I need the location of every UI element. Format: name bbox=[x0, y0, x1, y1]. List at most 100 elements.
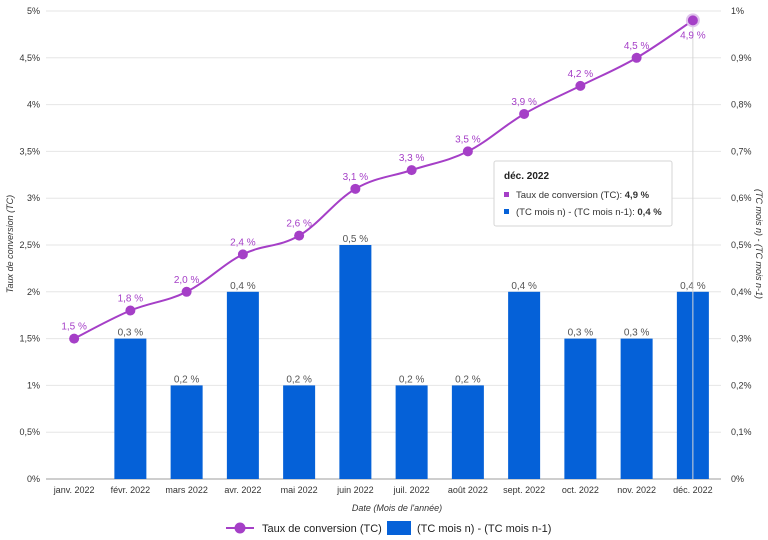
line-point bbox=[519, 108, 530, 119]
x-tick-label: août 2022 bbox=[448, 485, 488, 495]
x-tick-label: janv. 2022 bbox=[53, 485, 95, 495]
line-data-label: 4,9 % bbox=[680, 30, 706, 41]
left-tick-label: 1% bbox=[27, 380, 40, 390]
right-tick-label: 0,9% bbox=[731, 53, 752, 63]
bar bbox=[564, 338, 597, 479]
bar-data-label: 0,3 % bbox=[568, 328, 594, 339]
gridlines bbox=[46, 10, 721, 480]
right-tick-label: 0,8% bbox=[731, 100, 752, 110]
line-point bbox=[462, 146, 473, 157]
x-axis-title: Date (Mois de l'année) bbox=[352, 503, 442, 513]
line-data-label: 3,1 % bbox=[343, 172, 369, 183]
x-tick-label: oct. 2022 bbox=[562, 485, 599, 495]
bar bbox=[508, 291, 541, 479]
x-tick-label: mai 2022 bbox=[281, 485, 318, 495]
x-tick-label: mars 2022 bbox=[165, 485, 208, 495]
x-tick-label: sept. 2022 bbox=[503, 485, 545, 495]
left-tick-label: 1,5% bbox=[19, 334, 40, 344]
tooltip: déc. 2022 Taux de conversion (TC): 4,9 %… bbox=[493, 160, 673, 227]
line-data-label: 2,0 % bbox=[174, 275, 200, 286]
left-tick-label: 2% bbox=[27, 287, 40, 297]
bar bbox=[451, 385, 484, 479]
bar-data-label: 0,2 % bbox=[286, 374, 312, 385]
x-tick-label: juil. 2022 bbox=[393, 485, 430, 495]
left-tick-label: 0% bbox=[27, 474, 40, 484]
bar-data-label: 0,5 % bbox=[343, 234, 369, 245]
bar-data-label: 0,2 % bbox=[399, 374, 425, 385]
bar-data-label: 0,2 % bbox=[174, 374, 200, 385]
line-data-label: 1,8 % bbox=[118, 294, 144, 305]
bar bbox=[170, 385, 203, 479]
y-axis-title-left: Taux de conversion (TC) bbox=[5, 195, 15, 293]
bar-data-label: 0,4 % bbox=[230, 281, 256, 292]
bar bbox=[395, 385, 428, 479]
line-point bbox=[181, 286, 192, 297]
legend-line-label: Taux de conversion (TC) bbox=[262, 523, 382, 535]
bar-series: 0,3 % 0,2 % 0,4 % 0,2 % 0,5 % 0,2 % 0,2 % 0,4 %… bbox=[114, 234, 709, 479]
tooltip-title: déc. 2022 bbox=[504, 171, 549, 182]
line-data-label: 2,6 % bbox=[286, 219, 312, 230]
x-axis: janv. 2022 févr. 2022 mars 2022 avr. 2022 ma… bbox=[53, 485, 713, 495]
right-tick-label: 0,3% bbox=[731, 334, 752, 344]
left-tick-label: 2,5% bbox=[19, 240, 40, 250]
line-data-label: 4,5 % bbox=[624, 41, 650, 52]
legend-bar-label: (TC mois n) - (TC mois n-1) bbox=[417, 523, 551, 535]
x-tick-label: déc. 2022 bbox=[673, 485, 713, 495]
left-tick-label: 3% bbox=[27, 193, 40, 203]
left-tick-label: 5% bbox=[27, 6, 40, 16]
tooltip-swatch-bar bbox=[504, 209, 509, 214]
line-point bbox=[631, 52, 642, 63]
left-tick-label: 0,5% bbox=[19, 427, 40, 437]
left-axis: 0% 0,5% 1% 1,5% 2% 2,5% 3% 3,5% 4% 4,5% 5% bbox=[19, 6, 40, 484]
left-tick-label: 3,5% bbox=[19, 146, 40, 156]
line-point bbox=[294, 230, 305, 241]
y-axis-title-right: (TC mois n) - (TC mois n-1) bbox=[754, 189, 764, 299]
bar-data-label: 0,3 % bbox=[624, 328, 650, 339]
legend: Taux de conversion (TC) (TC mois n) - (T… bbox=[226, 521, 551, 535]
right-tick-label: 0,1% bbox=[731, 427, 752, 437]
right-tick-label: 1% bbox=[731, 6, 744, 16]
bar-data-label: 0,4 % bbox=[511, 281, 537, 292]
line-point bbox=[406, 165, 417, 176]
bar bbox=[283, 385, 316, 479]
line-data-label: 3,5 % bbox=[455, 134, 481, 145]
tooltip-row-bar: (TC mois n) - (TC mois n-1): 0,4 % bbox=[516, 207, 662, 218]
legend-line-marker bbox=[234, 522, 246, 534]
x-tick-label: nov. 2022 bbox=[617, 485, 656, 495]
line-point bbox=[575, 80, 586, 91]
line-point bbox=[350, 183, 361, 194]
right-tick-label: 0,5% bbox=[731, 240, 752, 250]
right-tick-label: 0,2% bbox=[731, 380, 752, 390]
right-tick-label: 0,4% bbox=[731, 287, 752, 297]
right-axis: 0% 0,1% 0,2% 0,3% 0,4% 0,5% 0,6% 0,7% 0,8% 0,9% 1% bbox=[731, 6, 752, 484]
line-point bbox=[69, 333, 80, 344]
legend-bar-swatch bbox=[387, 521, 411, 535]
tooltip-box bbox=[493, 160, 673, 227]
tooltip-row-line: Taux de conversion (TC): 4,9 % bbox=[516, 190, 650, 201]
line-data-label: 2,4 % bbox=[230, 237, 256, 248]
line-data-label: 4,2 % bbox=[568, 69, 594, 80]
tooltip-swatch-line bbox=[504, 192, 509, 197]
x-tick-label: févr. 2022 bbox=[111, 485, 151, 495]
right-tick-label: 0,6% bbox=[731, 193, 752, 203]
bar bbox=[339, 245, 372, 479]
line-data-label: 1,5 % bbox=[61, 322, 87, 333]
bar-data-label: 0,3 % bbox=[118, 328, 144, 339]
right-tick-label: 0% bbox=[731, 474, 744, 484]
bar bbox=[114, 338, 147, 479]
line-data-label: 3,9 % bbox=[511, 97, 537, 108]
left-tick-label: 4% bbox=[27, 100, 40, 110]
line-point bbox=[125, 305, 136, 316]
bar-data-label: 0,2 % bbox=[455, 374, 481, 385]
bar bbox=[226, 291, 259, 479]
line-point bbox=[685, 13, 700, 28]
line-series: 1,5 % 1,8 % 2,0 % 2,4 % 2,6 % 3,1 % 3,3 % 3,5 %… bbox=[61, 13, 706, 479]
line-point bbox=[237, 249, 248, 260]
line-data-label: 3,3 % bbox=[399, 153, 425, 164]
x-tick-label: avr. 2022 bbox=[224, 485, 261, 495]
right-tick-label: 0,7% bbox=[731, 146, 752, 156]
bar bbox=[620, 338, 653, 479]
x-tick-label: juin 2022 bbox=[336, 485, 374, 495]
left-tick-label: 4,5% bbox=[19, 53, 40, 63]
